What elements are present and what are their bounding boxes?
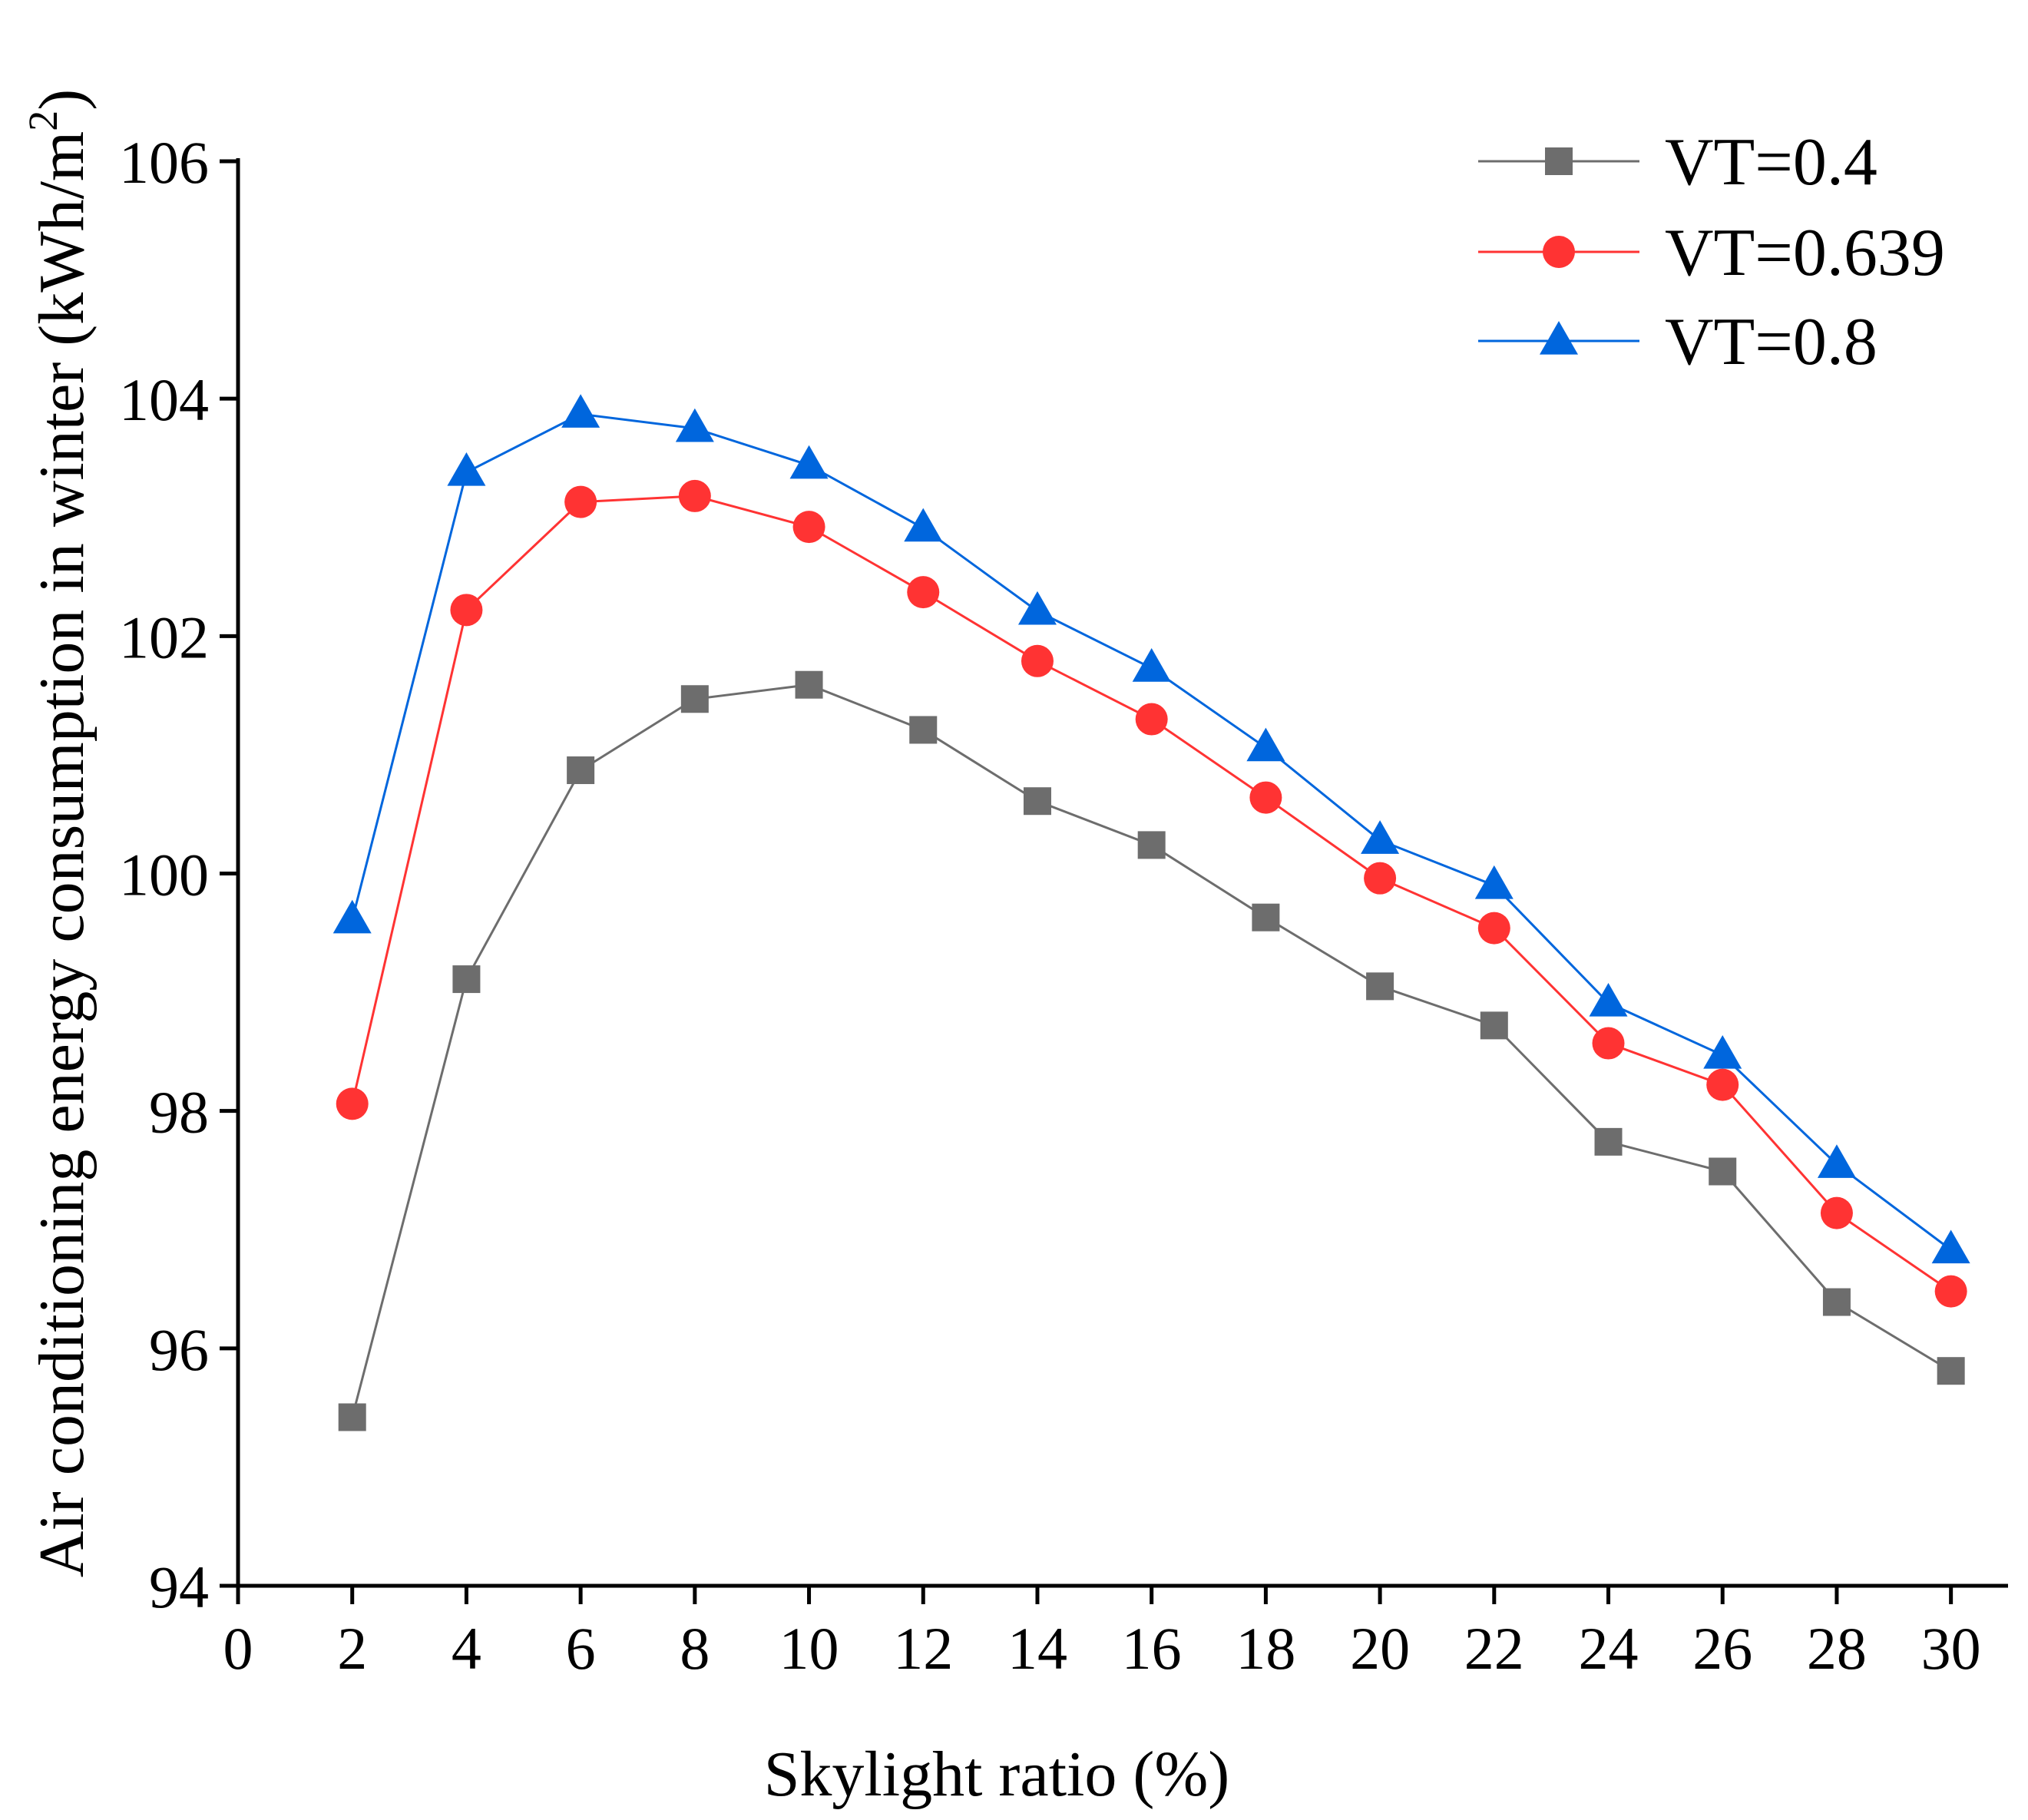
y-tick-label: 98: [149, 1079, 209, 1146]
x-tick-label: 0: [223, 1615, 253, 1682]
data-point: [338, 1403, 366, 1431]
legend-item: VT=0.8: [1478, 305, 1877, 379]
legend-marker: [1540, 320, 1578, 355]
data-point: [907, 576, 940, 609]
legend-item: VT=0.639: [1478, 216, 1945, 290]
data-point: [795, 670, 823, 699]
x-tick-label: 14: [1007, 1615, 1067, 1682]
x-tick-label: 22: [1464, 1615, 1524, 1682]
data-point: [1364, 862, 1397, 895]
data-point: [678, 479, 711, 512]
x-tick-label: 28: [1807, 1615, 1867, 1682]
data-point: [567, 756, 595, 785]
data-point: [336, 1087, 369, 1120]
x-tick-label: 10: [779, 1615, 839, 1682]
y-axis-label-main: Air conditioning energy consumption in w…: [26, 131, 98, 1577]
data-point: [1703, 1034, 1742, 1069]
data-point: [1252, 903, 1280, 932]
y-tick-label: 102: [119, 604, 209, 670]
x-tick-label: 4: [452, 1615, 481, 1682]
data-point: [792, 511, 825, 544]
data-point: [561, 394, 600, 428]
x-tick-label: 16: [1122, 1615, 1182, 1682]
data-point: [1592, 1027, 1625, 1060]
data-point: [904, 508, 943, 542]
data-point: [1822, 1288, 1851, 1316]
data-point: [332, 899, 372, 934]
x-tick-label: 18: [1236, 1615, 1295, 1682]
y-tick-label: 94: [149, 1554, 209, 1620]
data-point: [1594, 1127, 1623, 1156]
data-point: [1709, 1157, 1737, 1186]
legend: VT=0.4 VT=0.639 VT=0.8: [1478, 125, 1945, 379]
legend-label: VT=0.639: [1665, 216, 1945, 290]
y-tick-label: 106: [119, 129, 209, 196]
series-2: [336, 479, 1967, 1308]
legend-label: VT=0.8: [1665, 305, 1877, 379]
data-point: [1023, 787, 1051, 816]
data-point: [1366, 972, 1394, 1001]
y-axis-label: Air conditioning energy consumption in w…: [20, 89, 98, 1577]
legend-item: VT=0.4: [1478, 125, 1877, 200]
y-axis-label-close: ): [26, 89, 98, 111]
data-point: [1937, 1357, 1965, 1385]
series-1: [338, 670, 1965, 1431]
data-point: [1480, 1011, 1508, 1040]
data-point: [1021, 644, 1054, 677]
data-point: [564, 485, 597, 518]
legend-label: VT=0.4: [1665, 125, 1877, 200]
y-axis-label-superscript: 2: [20, 111, 66, 131]
data-point: [1135, 703, 1168, 736]
data-point: [789, 445, 829, 479]
data-point: [1246, 727, 1285, 762]
y-tick-label: 100: [119, 842, 209, 908]
data-point: [450, 594, 483, 627]
series-3: [332, 394, 1970, 1264]
data-point: [447, 452, 486, 486]
data-point: [1132, 648, 1171, 682]
data-point: [1706, 1068, 1739, 1101]
x-tick-label: 24: [1579, 1615, 1639, 1682]
x-tick-label: 30: [1921, 1615, 1981, 1682]
x-tick-label: 26: [1692, 1615, 1752, 1682]
data-point: [1934, 1275, 1967, 1308]
y-tick-label: 96: [149, 1316, 209, 1383]
legend-marker: [1545, 147, 1573, 175]
data-point: [1589, 982, 1628, 1017]
data-point: [1137, 831, 1166, 859]
data-point: [909, 716, 938, 744]
data-point: [1477, 912, 1510, 945]
x-tick-label: 20: [1350, 1615, 1410, 1682]
x-tick-label: 12: [893, 1615, 953, 1682]
data-point: [675, 408, 714, 442]
data-point: [1817, 1144, 1856, 1178]
legend-marker: [1543, 236, 1575, 268]
data-point: [1931, 1229, 1970, 1264]
data-point: [452, 965, 481, 994]
x-tick-label: 8: [680, 1615, 710, 1682]
data-point: [680, 685, 709, 713]
y-tick-label: 104: [119, 366, 209, 433]
data-point: [1474, 865, 1514, 899]
x-tick-label: 6: [566, 1615, 596, 1682]
data-point: [1361, 820, 1400, 854]
data-point: [1249, 781, 1282, 814]
x-axis-label: Skylight ratio (%): [764, 1739, 1230, 1810]
series-layer: [332, 394, 1970, 1431]
data-point: [1820, 1196, 1853, 1229]
x-tick-label: 2: [337, 1615, 367, 1682]
data-point: [1017, 591, 1057, 625]
